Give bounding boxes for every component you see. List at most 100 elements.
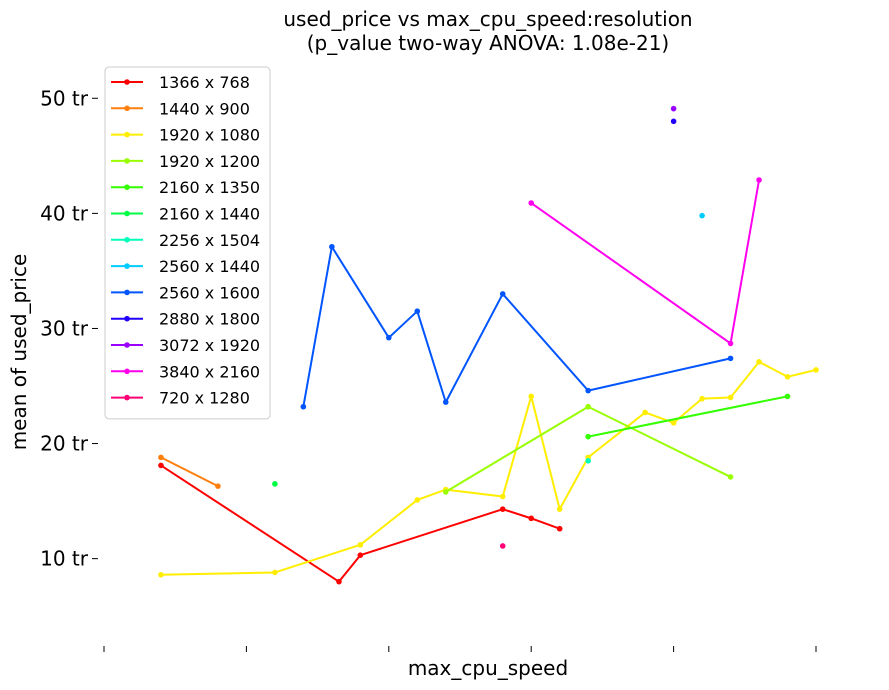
data-point [272,481,278,487]
data-point [813,367,819,373]
data-point [699,395,705,402]
y-tick-label: 40 tr [40,201,89,225]
data-point [215,483,221,489]
legend-marker [124,342,130,348]
data-point [158,462,164,469]
data-point [642,409,648,416]
legend-item: 2880 x 1800 [111,310,260,329]
data-point [556,525,563,532]
data-point [272,569,278,576]
series-3840x2160 [528,177,762,347]
data-point [329,243,335,250]
y-tick-label: 10 tr [40,547,89,571]
series-line [160,360,817,576]
legend-label: 1920 x 1200 [159,152,260,171]
series-2160x1350 [585,393,791,440]
data-point [756,177,762,183]
chart-title: used_price vs max_cpu_speed:resolution [283,7,692,31]
data-point [442,489,449,495]
legend-label: 2560 x 1440 [159,257,260,276]
legend-label: 1440 x 900 [159,99,250,118]
data-point [528,200,534,206]
legend-marker [124,368,130,375]
y-tick-label: 20 tr [40,432,89,456]
data-point [670,118,677,125]
legend-label: 2880 x 1800 [159,310,260,329]
legend-item: 1920 x 1200 [111,152,260,171]
data-point [585,458,591,464]
legend-marker [124,315,130,322]
legend-marker [124,237,130,243]
legend-item: 3840 x 2160 [111,362,260,381]
series-1920x1200 [442,403,734,495]
series-layer [158,105,819,585]
data-point [699,212,705,219]
series-2256x1504 [585,458,591,464]
series-1920x1080 [158,359,819,578]
legend-marker [124,289,130,296]
legend-item: 2160 x 1440 [111,205,260,224]
legend-label: 1920 x 1080 [159,126,260,145]
legend-item: 1366 x 768 [111,73,250,92]
y-tick-label: 30 tr [40,316,89,340]
legend-marker [124,184,130,190]
legend-box [104,66,271,420]
series-2880x1800 [670,118,677,125]
data-point [528,393,534,400]
legend-item: 2256 x 1504 [111,231,260,250]
data-point [158,454,164,461]
y-axis: 10 tr 20 tr 30 tr 40 tr 50 tr [40,86,98,571]
legend-item: 2560 x 1440 [111,257,260,276]
data-point [499,291,506,297]
data-point [784,393,791,400]
series-line [302,245,731,407]
legend-marker [124,131,130,138]
series-2160x1440 [272,481,278,487]
legend-label: 2256 x 1504 [159,231,260,250]
data-point [585,387,591,394]
legend-item: 1920 x 1080 [111,126,260,145]
x-axis [103,646,817,652]
series-1366x768 [158,462,563,585]
legend-marker [124,210,130,217]
legend-label: 2160 x 1350 [159,178,260,197]
chart-subtitle: (p_value two-way ANOVA: 1.08e-21) [307,31,669,55]
data-point [499,493,506,500]
data-point [585,403,591,410]
data-point [336,578,342,585]
series-line [530,179,761,345]
data-point [756,359,762,365]
data-point [414,497,421,503]
legend: 1366 x 768 1440 x 900 1920 x 1080 1920 x 12… [104,66,271,420]
data-point [442,399,449,405]
legend-item: 720 x 1280 [111,389,250,408]
data-point [556,506,563,512]
data-point [784,374,791,380]
legend-label: 3840 x 2160 [159,362,260,381]
data-point [670,420,677,426]
series-line [160,464,561,583]
data-point [158,571,164,578]
data-point [499,543,506,549]
legend-marker [124,105,130,112]
data-point [585,433,591,440]
data-point [414,308,421,314]
data-point [727,355,734,362]
legend-marker [124,79,130,85]
data-point [727,340,734,347]
legend-label: 720 x 1280 [159,389,250,408]
data-point [727,394,734,401]
legend-marker [124,158,130,164]
data-point [670,105,677,112]
legend-label: 2560 x 1600 [159,283,260,302]
legend-marker [124,394,130,401]
series-line [587,395,788,438]
legend-label: 3072 x 1920 [159,336,260,355]
data-point [727,474,734,480]
legend-label: 2160 x 1440 [159,205,260,224]
series-line [445,405,732,493]
y-axis-label: mean of used_price [7,254,31,451]
data-point [528,515,534,522]
data-point [357,542,364,548]
